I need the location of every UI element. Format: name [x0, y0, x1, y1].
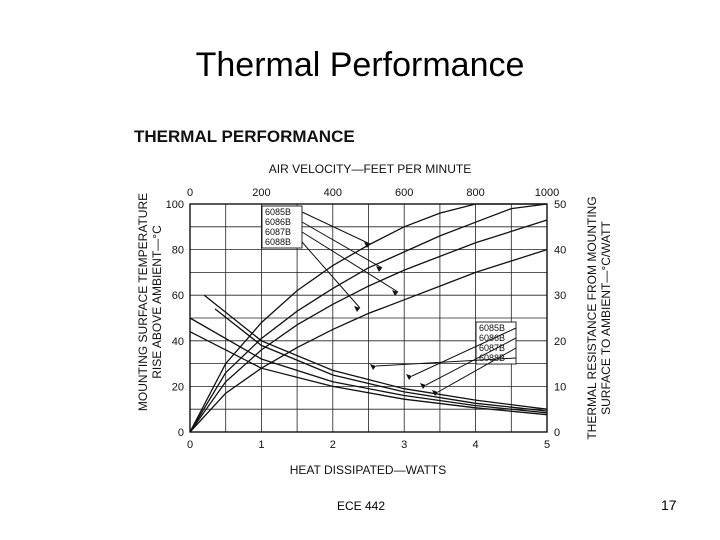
top-tick-label: 0	[187, 187, 193, 199]
chart-title: THERMAL PERFORMANCE	[134, 127, 355, 146]
resistance-legend-leader	[411, 327, 517, 377]
temperature-legend-arrowhead	[354, 306, 360, 312]
temperature-legend-leader	[301, 241, 361, 309]
x-tick-label: 1	[258, 439, 264, 451]
resistance-legend-arrowhead	[432, 390, 438, 396]
left-axis-title-line2: RISE ABOVE AMBIENT—°C	[150, 225, 164, 379]
curves	[189, 203, 548, 433]
y-left-tick-label: 40	[172, 336, 184, 348]
temperature-legend-leader	[301, 221, 383, 269]
x-axis-label: HEAT DISSIPATED—WATTS	[290, 463, 446, 477]
footer-course: ECE 442	[337, 499, 386, 513]
y-right-tick-label: 40	[554, 245, 566, 257]
resistance-legend-leader	[375, 357, 517, 367]
temperature-curve-6086b	[189, 203, 548, 433]
y-left-tick-label: 60	[172, 290, 184, 302]
x-tick-label: 3	[401, 439, 407, 451]
resistance-legend-arrowhead	[420, 383, 426, 389]
temperature-legend-arrowhead	[392, 290, 398, 296]
x-tick-label: 2	[330, 439, 336, 451]
x-tick-label: 0	[187, 439, 193, 451]
temperature-legend-leader	[301, 211, 371, 245]
temperature-legend-leader	[301, 231, 399, 293]
top-axis-label: AIR VELOCITY—FEET PER MINUTE	[269, 162, 471, 176]
top-tick-label: 600	[395, 187, 413, 199]
y-right-tick-label: 10	[554, 381, 566, 393]
footer-page-number: 17	[661, 497, 677, 513]
right-axis-title-line2: SURFACE TO AMBIENT—°C/WATT	[599, 220, 613, 414]
y-right-tick-label: 50	[554, 199, 566, 211]
temperature-legend-item: 6087B	[265, 227, 291, 237]
resistance-legend-item: 6085B	[479, 323, 505, 333]
resistance-legend-leader	[437, 347, 517, 393]
temperature-legend-item: 6086B	[265, 217, 291, 227]
y-left-tick-label: 20	[172, 381, 184, 393]
top-tick-label: 400	[324, 187, 342, 199]
x-tick-label: 5	[544, 439, 550, 451]
x-tick-label: 4	[473, 439, 479, 451]
resistance-legend-item: 6087B	[479, 343, 505, 353]
y-right-tick-label: 20	[554, 336, 566, 348]
top-tick-label: 200	[252, 187, 270, 199]
temperature-curve-6088b	[189, 248, 548, 433]
resistance-curve-6086b	[214, 308, 548, 412]
left-axis-title: MOUNTING SURFACE TEMPERATURE RISE ABOVE …	[136, 193, 164, 411]
resistance-curve-6087b	[189, 317, 548, 414]
left-axis-title-line1: MOUNTING SURFACE TEMPERATURE	[136, 193, 150, 411]
temperature-legend-item: 6085B	[265, 207, 291, 217]
resistance-curve-6088b	[189, 331, 548, 416]
slide-title: Thermal Performance	[195, 46, 525, 84]
temperature-legend-arrowhead	[376, 266, 382, 272]
resistance-legend-arrowhead	[406, 374, 412, 380]
plot-grid	[190, 204, 547, 432]
temperature-legend-box	[261, 205, 303, 249]
resistance-legend-item: 6088B	[479, 353, 505, 363]
top-tick-label: 800	[466, 187, 484, 199]
y-left-tick-label: 0	[178, 427, 184, 439]
y-left-tick-label: 100	[166, 199, 184, 211]
resistance-legend-leader	[425, 337, 517, 386]
right-axis-title: THERMAL RESISTANCE FROM MOUNTING SURFACE…	[585, 196, 613, 439]
resistance-legend-arrowhead	[370, 364, 376, 370]
y-left-tick-label: 80	[172, 245, 184, 257]
top-tick-label: 1000	[535, 187, 559, 199]
temperature-legend-item: 6088B	[265, 237, 291, 247]
temperature-curve-6087b	[189, 219, 548, 433]
resistance-legend-item: 6086B	[479, 333, 505, 343]
y-right-tick-label: 0	[554, 427, 560, 439]
temperature-legend-arrowhead	[364, 242, 370, 248]
right-axis-title-line1: THERMAL RESISTANCE FROM MOUNTING	[585, 196, 599, 439]
y-right-tick-label: 30	[554, 290, 566, 302]
resistance-curve-6085b	[203, 294, 548, 410]
